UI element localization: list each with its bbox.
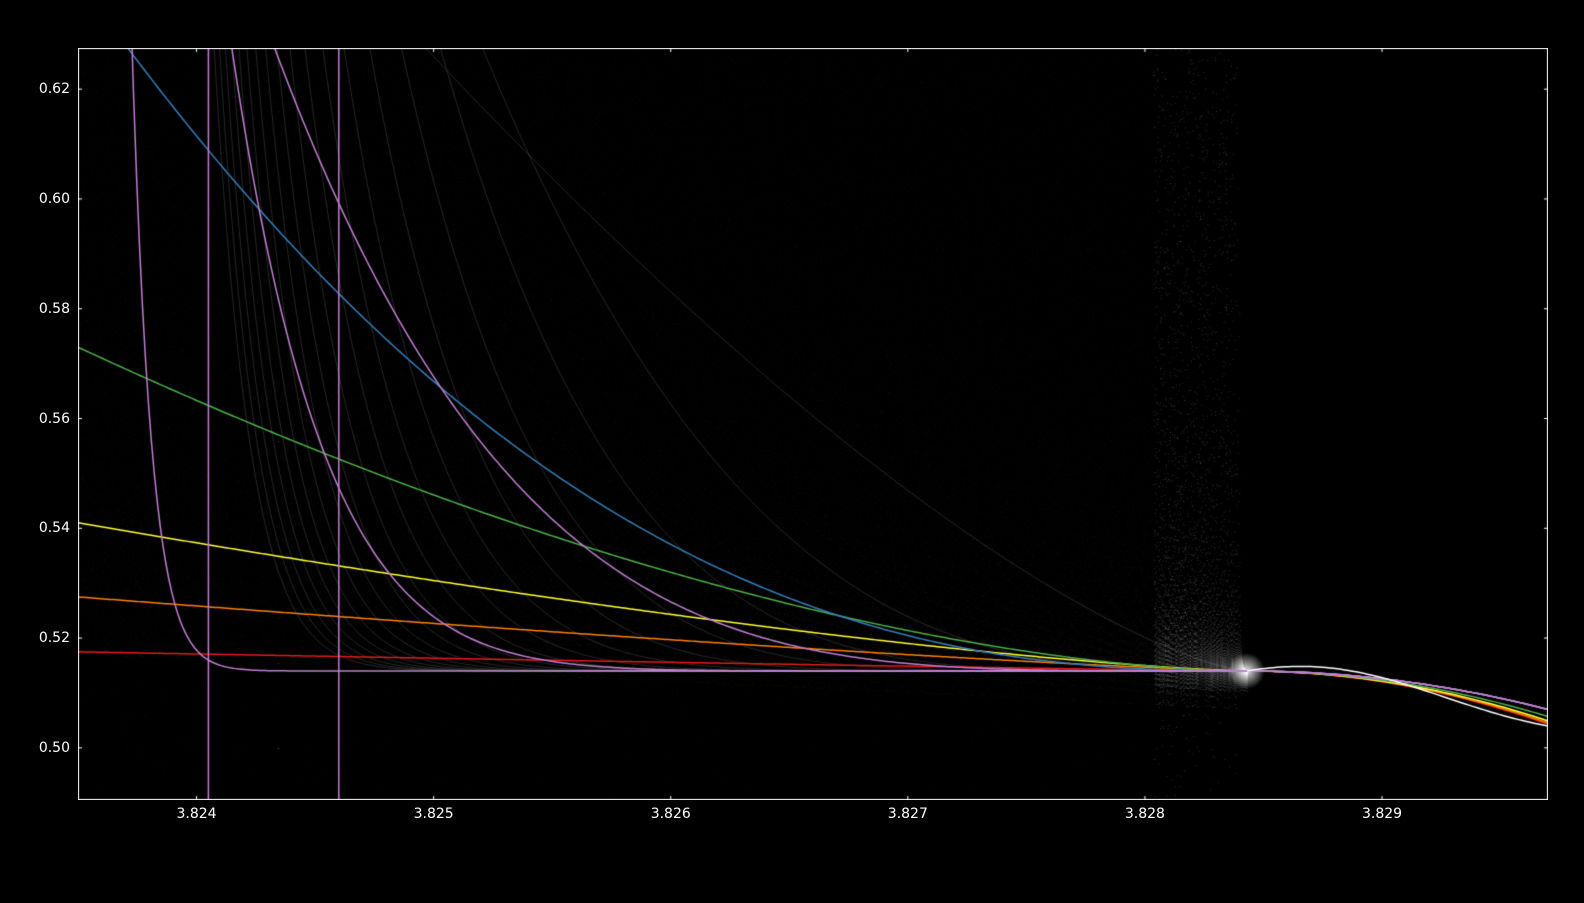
xtick-label: 3.828 [1125,806,1165,822]
ytick-label: 0.52 [39,630,70,646]
ytick-label: 0.58 [39,301,70,317]
axes-area [78,48,1548,800]
ytick-label: 0.54 [39,520,70,536]
xtick-label: 3.825 [414,806,454,822]
xtick-label: 3.824 [177,806,217,822]
ytick-label: 0.62 [39,81,70,97]
ytick-label: 0.50 [39,740,70,756]
xtick-label: 3.826 [651,806,691,822]
plot-canvas [78,48,1548,800]
figure: 3.824 3.825 3.826 3.827 3.828 3.829 0.50 0.52 0.… [0,0,1584,903]
ytick-label: 0.56 [39,411,70,427]
xtick-label: 3.829 [1362,806,1402,822]
ytick-label: 0.60 [39,191,70,207]
xtick-label: 3.827 [888,806,928,822]
